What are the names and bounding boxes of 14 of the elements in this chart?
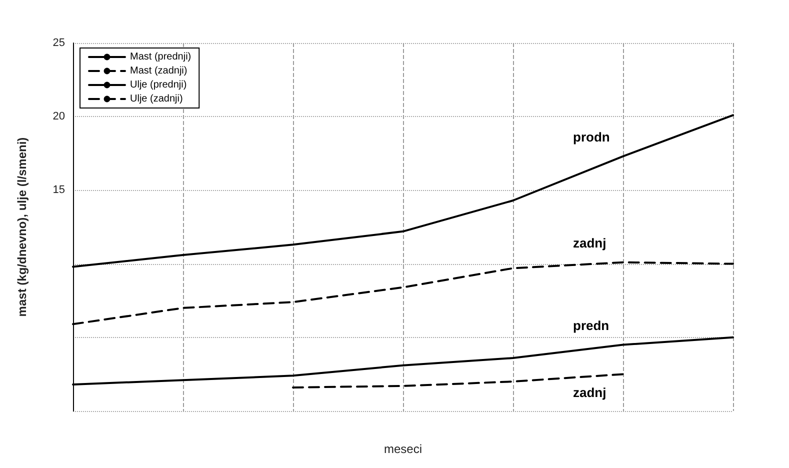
y-axis-title: mast (kg/dnevno), ulje (l/smeni)	[15, 137, 29, 317]
legend-label: Ulje (prednji)	[130, 80, 187, 90]
line-series	[292, 373, 624, 388]
x-axis-title: meseci	[384, 442, 422, 456]
y-tick-label: 15	[52, 184, 65, 196]
annotation: prodn	[573, 129, 610, 144]
annotation: predn	[573, 318, 610, 333]
y-tick-label: 25	[52, 37, 65, 49]
legend-label: Mast (zadnji)	[130, 66, 188, 76]
annotation: zadnj	[573, 235, 606, 250]
annotation: zadnj	[573, 385, 606, 400]
legend-label: Ulje (zadnji)	[130, 94, 183, 104]
y-tick-label: 20	[52, 110, 65, 123]
legend-label: Mast (prednji)	[130, 52, 192, 62]
